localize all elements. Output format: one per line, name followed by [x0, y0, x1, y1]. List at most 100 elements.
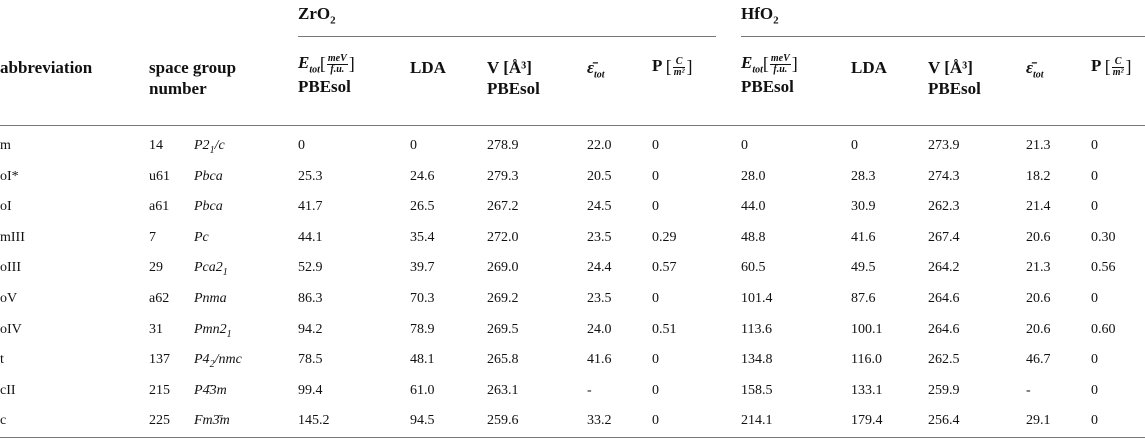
- cell-hfo2-volume: 262.5: [928, 352, 960, 367]
- cell-space-group: Pmn21: [194, 322, 232, 343]
- cell-zro2-volume: 265.8: [487, 352, 519, 367]
- cell-space-group: Pnma: [194, 291, 227, 312]
- cell-sg-number: 7: [149, 230, 156, 245]
- cell-hfo2-p: 0: [1091, 291, 1098, 306]
- cell-hfo2-epsilon: 21.4: [1026, 199, 1051, 214]
- cell-space-group: Pbca: [194, 199, 223, 220]
- cell-hfo2-volume: 273.9: [928, 138, 960, 153]
- cell-hfo2-epsilon: 46.7: [1026, 352, 1051, 367]
- cell-hfo2-volume: 274.3: [928, 169, 960, 184]
- group-underline-zro2: [298, 36, 716, 37]
- cell-hfo2-lda: 133.1: [851, 383, 883, 398]
- cell-zro2-p: 0.51: [652, 322, 677, 337]
- cell-hfo2-lda: 100.1: [851, 322, 883, 337]
- cell-hfo2-lda: 28.3: [851, 169, 876, 184]
- cell-zro2-p: 0: [652, 138, 659, 153]
- cell-space-group: Pbca: [194, 169, 223, 190]
- cell-zro2-epsilon: 20.5: [587, 169, 612, 184]
- header-etot-zro2: Etot[meV f.u.] PBEsol: [298, 52, 355, 97]
- cell-abbreviation: t: [0, 352, 4, 367]
- header-etot-hfo2: Etot[meV f.u.] PBEsol: [741, 52, 798, 97]
- header-rule: [0, 125, 1145, 126]
- cell-zro2-etot: 99.4: [298, 383, 323, 398]
- cell-zro2-volume: 279.3: [487, 169, 519, 184]
- cell-zro2-volume: 269.2: [487, 291, 519, 306]
- cell-abbreviation: c: [0, 413, 7, 428]
- cell-space-group: P4̄3m: [194, 383, 227, 404]
- cell-zro2-p: 0: [652, 383, 659, 398]
- cell-zro2-volume: 269.0: [487, 260, 519, 275]
- cell-hfo2-p: 0.60: [1091, 322, 1116, 337]
- cell-hfo2-epsilon: 20.6: [1026, 291, 1051, 306]
- cell-space-group: Pc: [194, 230, 209, 251]
- cell-hfo2-volume: 264.2: [928, 260, 960, 275]
- header-abbreviation: abbreviation: [0, 58, 93, 77]
- cell-zro2-lda: 26.5: [410, 199, 435, 214]
- cell-hfo2-etot: 158.5: [741, 383, 773, 398]
- cell-abbreviation: mIII: [0, 230, 25, 245]
- group-hfo2: HfO2: [741, 4, 779, 27]
- cell-sg-number: 29: [149, 260, 163, 275]
- cell-abbreviation: oIII: [0, 260, 21, 275]
- cell-zro2-lda: 48.1: [410, 352, 435, 367]
- header-volume-zro2: V [Å³] PBEsol: [487, 58, 540, 98]
- cell-hfo2-epsilon: 18.2: [1026, 169, 1051, 184]
- cell-zro2-p: 0.29: [652, 230, 677, 245]
- sg-main: Pbca: [194, 169, 223, 184]
- cell-hfo2-p: 0: [1091, 138, 1098, 153]
- cell-abbreviation: m: [0, 138, 11, 153]
- sg-main: Fm: [194, 413, 213, 428]
- cell-hfo2-volume: 264.6: [928, 322, 960, 337]
- cell-hfo2-etot: 28.0: [741, 169, 766, 184]
- cell-hfo2-lda: 179.4: [851, 413, 883, 428]
- cell-zro2-lda: 70.3: [410, 291, 435, 306]
- cell-zro2-epsilon: 41.6: [587, 352, 612, 367]
- cell-hfo2-volume: 262.3: [928, 199, 960, 214]
- sg-suffix: /nmc: [214, 352, 242, 367]
- cell-hfo2-volume: 259.9: [928, 383, 960, 398]
- cell-hfo2-etot: 113.6: [741, 322, 772, 337]
- sg-main: Pbca: [194, 199, 223, 214]
- cell-zro2-etot: 78.5: [298, 352, 323, 367]
- cell-hfo2-lda: 0: [851, 138, 858, 153]
- cell-hfo2-etot: 48.8: [741, 230, 766, 245]
- cell-space-group: P42/nmc: [194, 352, 242, 373]
- cell-hfo2-etot: 60.5: [741, 260, 766, 275]
- cell-hfo2-epsilon: -: [1026, 383, 1031, 398]
- cell-zro2-epsilon: 22.0: [587, 138, 612, 153]
- cell-hfo2-p: 0.30: [1091, 230, 1116, 245]
- cell-hfo2-p: 0.56: [1091, 260, 1116, 275]
- cell-hfo2-etot: 44.0: [741, 199, 766, 214]
- header-lda-hfo2: LDA: [851, 58, 887, 77]
- header-lda-zro2: LDA: [410, 58, 446, 77]
- cell-hfo2-etot: 214.1: [741, 413, 773, 428]
- sg-main: P2: [194, 138, 210, 153]
- bottom-rule: [0, 437, 1145, 438]
- cell-zro2-etot: 0: [298, 138, 305, 153]
- cell-hfo2-etot: 134.8: [741, 352, 773, 367]
- cell-zro2-epsilon: 24.4: [587, 260, 612, 275]
- cell-sg-number: 31: [149, 322, 163, 337]
- cell-abbreviation: cII: [0, 383, 16, 398]
- cell-abbreviation: oI*: [0, 169, 19, 184]
- cell-zro2-volume: 259.6: [487, 413, 519, 428]
- cell-zro2-epsilon: 24.0: [587, 322, 612, 337]
- cell-hfo2-lda: 87.6: [851, 291, 876, 306]
- sg-sub: 1: [222, 266, 228, 278]
- cell-hfo2-etot: 0: [741, 138, 748, 153]
- cell-hfo2-volume: 256.4: [928, 413, 960, 428]
- cell-zro2-etot: 145.2: [298, 413, 330, 428]
- cell-zro2-p: 0: [652, 199, 659, 214]
- cell-space-group: Fm3̄m: [194, 413, 230, 434]
- group-zro2: ZrO2: [298, 4, 336, 27]
- sg-sub: 2: [209, 358, 215, 370]
- cell-zro2-lda: 94.5: [410, 413, 435, 428]
- cell-sg-number: 215: [149, 383, 170, 398]
- cell-sg-number: 225: [149, 413, 170, 428]
- cell-sg-number: 137: [149, 352, 170, 367]
- cell-hfo2-lda: 116.0: [851, 352, 882, 367]
- cell-abbreviation: oI: [0, 199, 12, 214]
- cell-hfo2-p: 0: [1091, 383, 1098, 398]
- cell-hfo2-p: 0: [1091, 169, 1098, 184]
- sg-suffix: /c: [214, 138, 225, 153]
